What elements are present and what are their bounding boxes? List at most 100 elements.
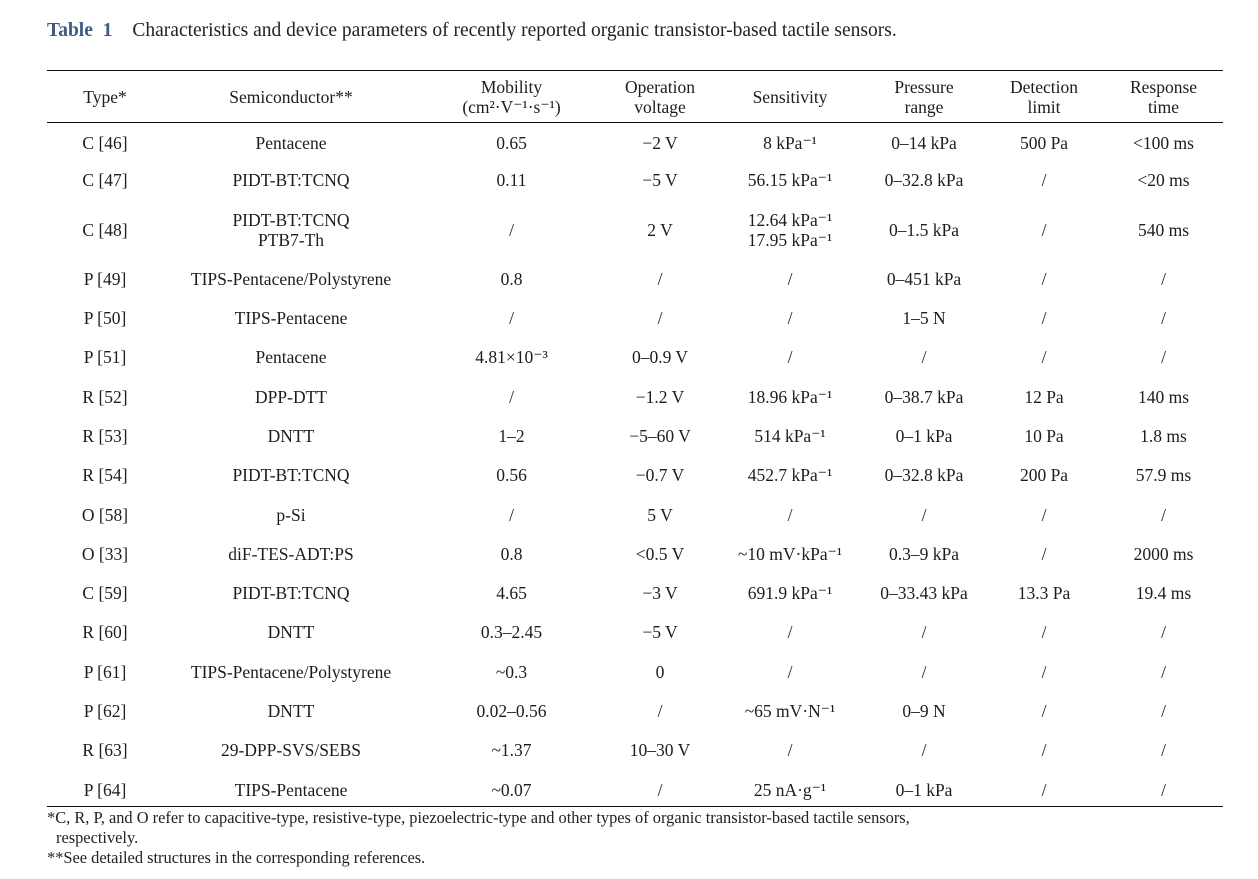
- cell-semiconductor: PIDT-BT:TCNQ: [232, 465, 350, 486]
- table-row: R [52] DPP-DTT / −1.2 V 18.96 kPa⁻¹ 0–38.7 kP…: [47, 377, 1223, 416]
- cell-mobility: /: [509, 219, 514, 240]
- cell-mobility: 0.11: [496, 170, 527, 191]
- cell-sensitivity: 56.15 kPa⁻¹: [747, 170, 833, 191]
- cell-response-time: /: [1161, 504, 1166, 525]
- cell-response-time: /: [1161, 661, 1166, 682]
- cell-pressure-range: /: [921, 740, 927, 761]
- cell-type: C [48]: [82, 219, 128, 240]
- cell-mobility: 0.8: [500, 268, 523, 289]
- cell-semiconductor: TIPS-Pentacene/Polystyrene: [190, 661, 392, 682]
- cell-type: C [46]: [82, 133, 128, 154]
- cell-type: P [61]: [83, 661, 127, 682]
- cell-operation-voltage: −0.7 V: [635, 465, 685, 486]
- cell-response-time: /: [1161, 347, 1166, 368]
- cell-mobility: 0.65: [496, 133, 527, 154]
- footnote-2: **See detailed structures in the corresp…: [47, 848, 426, 867]
- cell-detection-limit: /: [1041, 268, 1047, 289]
- cell-semiconductor: 29-DPP-SVS/SEBS: [220, 740, 362, 761]
- bottom-rule: [47, 806, 1223, 808]
- cell-mobility: ~0.07: [491, 779, 532, 800]
- table-row: R [63] 29-DPP-SVS/SEBS ~1.37 10–30 V / / / /: [47, 731, 1223, 770]
- cell-type: P [49]: [83, 268, 127, 289]
- cell-type: C [59]: [82, 583, 128, 604]
- cell-response-time: /: [1161, 622, 1166, 643]
- table-row: P [51] Pentacene 4.81×10⁻³ 0–0.9 V / / / /: [47, 338, 1223, 377]
- cell-pressure-range: /: [921, 661, 927, 682]
- header-type: Type*: [83, 86, 127, 107]
- table-row: R [53] DNTT 1–2 −5–60 V 514 kPa⁻¹ 0–1 kPa 10 P…: [47, 417, 1223, 456]
- table-row: P [62] DNTT 0.02–0.56 / ~65 mV·N⁻¹ 0–9 N / /: [47, 692, 1223, 731]
- cell-operation-voltage: −2 V: [642, 133, 678, 154]
- cell-detection-limit: 12 Pa: [1024, 386, 1064, 407]
- cell-semiconductor: Pentacene: [255, 133, 327, 154]
- cell-detection-limit: /: [1041, 504, 1047, 525]
- cell-pressure-range: 0.3–9 kPa: [889, 543, 959, 564]
- table-row: P [50] TIPS-Pentacene / / / 1–5 N / /: [47, 299, 1223, 338]
- table-row: P [61] TIPS-Pentacene/Polystyrene ~0.3 0 / / /…: [47, 653, 1223, 692]
- table-row: C [48] PIDT-BT:TCNQ PTB7-Th / 2 V 12.64 kPa⁻¹…: [47, 201, 1223, 260]
- cell-type: R [52]: [82, 386, 128, 407]
- cell-pressure-range: 0–1 kPa: [895, 779, 953, 800]
- cell-operation-voltage: −5 V: [642, 622, 678, 643]
- cell-operation-voltage: −5–60 V: [629, 425, 691, 446]
- cell-pressure-range: 0–1.5 kPa: [889, 219, 959, 240]
- cell-detection-limit: /: [1041, 740, 1047, 761]
- cell-detection-limit: /: [1041, 308, 1047, 329]
- cell-response-time: <20 ms: [1137, 170, 1190, 191]
- cell-pressure-range: /: [921, 504, 927, 525]
- cell-sensitivity: 12.64 kPa⁻¹ 17.95 kPa⁻¹: [747, 210, 833, 251]
- cell-operation-voltage: 10–30 V: [629, 740, 691, 761]
- cell-sensitivity: 18.96 kPa⁻¹: [747, 386, 833, 407]
- cell-detection-limit: /: [1041, 701, 1047, 721]
- cell-response-time: /: [1161, 779, 1166, 800]
- top-rule: [47, 70, 1223, 72]
- cell-semiconductor: DPP-DTT: [255, 386, 327, 407]
- cell-detection-limit: 200 Pa: [1019, 465, 1069, 486]
- cell-operation-voltage: 5 V: [647, 504, 673, 525]
- cell-type: C [47]: [82, 170, 128, 191]
- cell-mobility: 0.3–2.45: [480, 622, 543, 643]
- header-rule: [47, 122, 1223, 124]
- cell-type: P [51]: [83, 347, 127, 368]
- cell-type: P [62]: [83, 701, 127, 721]
- cell-detection-limit: /: [1041, 661, 1047, 682]
- cell-pressure-range: 0–14 kPa: [891, 133, 957, 154]
- cell-operation-voltage: −5 V: [642, 170, 678, 191]
- cell-response-time: 540 ms: [1137, 219, 1190, 240]
- cell-detection-limit: 13.3 Pa: [1017, 583, 1071, 604]
- cell-type: R [54]: [82, 465, 128, 486]
- cell-operation-voltage: −3 V: [642, 583, 678, 604]
- cell-response-time: 1.8 ms: [1140, 425, 1187, 446]
- cell-response-time: <100 ms: [1133, 133, 1194, 154]
- cell-semiconductor: diF-TES-ADT:PS: [228, 543, 354, 564]
- cell-response-time: 19.4 ms: [1135, 583, 1192, 604]
- cell-mobility: 0.56: [496, 465, 527, 486]
- header-row: Type* Semiconductor** Mobility (cm²·V⁻¹·s…: [47, 72, 1223, 122]
- cell-response-time: 57.9 ms: [1135, 465, 1192, 486]
- cell-operation-voltage: /: [657, 268, 663, 289]
- cell-pressure-range: 0–38.7 kPa: [884, 386, 964, 407]
- cell-pressure-range: 0–32.8 kPa: [884, 170, 964, 191]
- cell-semiconductor: DNTT: [267, 701, 315, 721]
- table-label: Table 1: [47, 20, 113, 41]
- table-row: O [58] p-Si / 5 V / / / /: [47, 495, 1223, 534]
- cell-operation-voltage: −1.2 V: [635, 386, 685, 407]
- table-body: C [46] Pentacene 0.65 −2 V 8 kPa⁻¹ 0–14 kPa 50…: [47, 122, 1223, 810]
- cell-sensitivity: /: [787, 347, 793, 368]
- cell-type: P [50]: [83, 308, 127, 329]
- cell-sensitivity: /: [787, 268, 793, 289]
- cell-detection-limit: /: [1041, 219, 1047, 240]
- cell-sensitivity: /: [787, 622, 793, 643]
- cell-mobility: 1–2: [498, 425, 525, 446]
- cell-type: R [53]: [82, 425, 128, 446]
- table-row: C [59] PIDT-BT:TCNQ 4.65 −3 V 691.9 kPa⁻¹ 0–3…: [47, 574, 1223, 613]
- table-row: C [47] PIDT-BT:TCNQ 0.11 −5 V 56.15 kPa⁻¹ 0–3…: [47, 161, 1223, 200]
- table-row: R [60] DNTT 0.3–2.45 −5 V / / / /: [47, 613, 1223, 652]
- cell-semiconductor: PIDT-BT:TCNQ: [232, 583, 350, 604]
- cell-type: O [33]: [81, 543, 129, 564]
- header-mobility: Mobility (cm²·V⁻¹·s⁻¹): [462, 77, 561, 117]
- cell-sensitivity: /: [787, 661, 793, 682]
- cell-operation-voltage: 2 V: [647, 219, 673, 240]
- cell-mobility: /: [509, 386, 514, 407]
- header-pressure-range: Pressure range: [894, 77, 954, 117]
